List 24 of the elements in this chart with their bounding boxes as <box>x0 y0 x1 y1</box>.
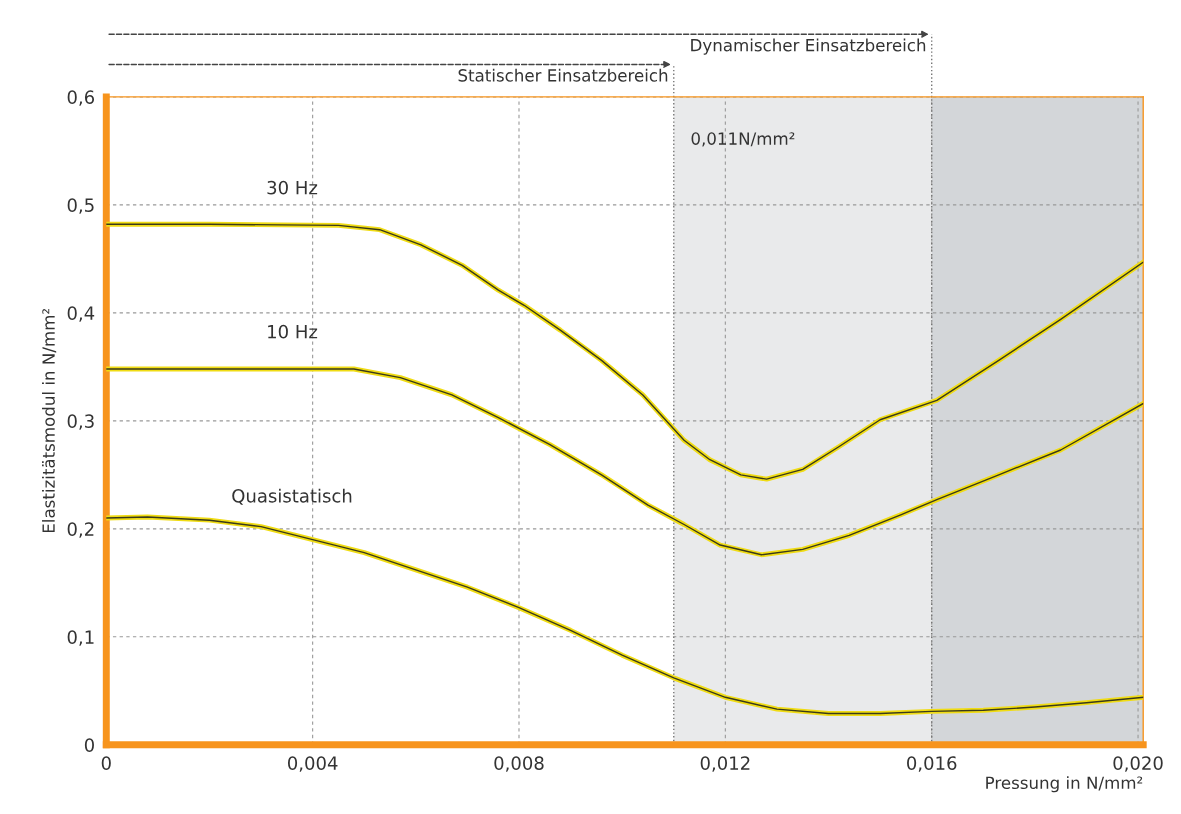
series-label: 10 Hz <box>268 324 318 339</box>
annotation: 0,011N/mm² <box>691 132 795 147</box>
ref-line-label: Dynamischer Einsatzbereich <box>691 38 926 55</box>
line-series <box>106 514 1144 716</box>
x-tick-label: 0,008 <box>494 756 544 772</box>
x-tick-label: 0,004 <box>287 756 338 772</box>
ref-line-label: Statischer Einsatzbereich <box>458 68 668 82</box>
y-axis-title: Elastizitätsmodul in N/mm² <box>42 308 57 533</box>
x-axis-title: Pressung in N/mm² <box>986 776 1143 793</box>
y-tick-label: 0,1 <box>67 630 94 646</box>
x-tick-label: 0 <box>101 756 111 770</box>
x-tick-label: 0,012 <box>700 756 750 772</box>
y-tick-label: 0,5 <box>67 198 94 214</box>
y-tick-label: 0,2 <box>67 522 94 538</box>
line-series <box>106 366 1144 558</box>
line-series <box>106 221 1144 482</box>
y-tick-label: 0,6 <box>67 90 95 106</box>
y-tick-label: 0,4 <box>67 306 95 322</box>
x-tick-label: 0,020 <box>1113 756 1163 772</box>
y-tick-label: 0 <box>84 738 94 752</box>
series-label: 30 Hz <box>267 180 318 195</box>
y-tick-label: 0,3 <box>67 414 94 430</box>
series-label: Quasistatisch <box>232 488 352 505</box>
x-tick-label: 0,016 <box>907 756 957 772</box>
